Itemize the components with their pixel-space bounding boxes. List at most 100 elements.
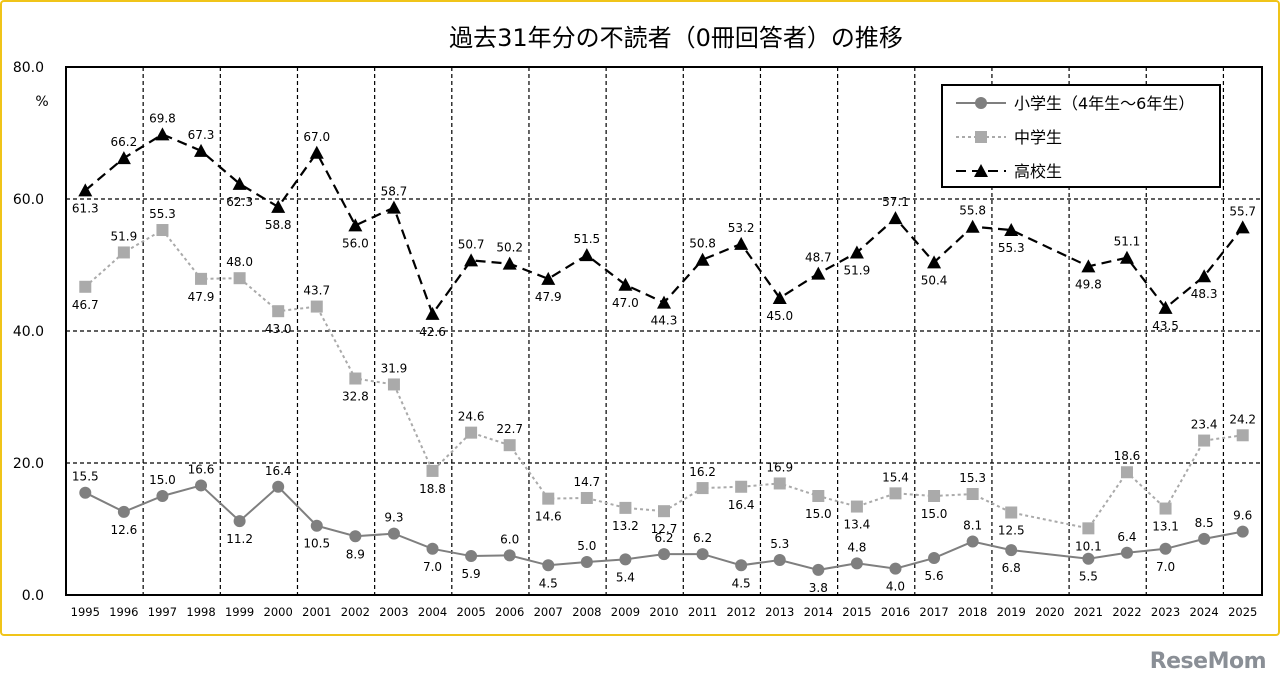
- data-label: 45.0: [766, 309, 793, 323]
- data-label: 55.3: [149, 207, 176, 221]
- x-tick-label: 2019: [997, 605, 1026, 619]
- data-label: 24.6: [458, 410, 485, 424]
- data-point: [1081, 259, 1096, 273]
- data-label: 16.9: [766, 460, 793, 474]
- data-point: [734, 236, 749, 250]
- data-label: 43.5: [1152, 319, 1179, 333]
- data-label: 16.6: [188, 462, 215, 476]
- data-point: [850, 557, 863, 570]
- series-square: [79, 224, 1249, 535]
- data-point: [348, 218, 363, 232]
- series-line: [84, 484, 1243, 571]
- data-point: [349, 530, 362, 543]
- series-triangle: [78, 127, 1250, 320]
- data-label: 5.0: [577, 539, 596, 553]
- data-point: [812, 490, 825, 502]
- legend-label: 小学生（4年生～6年生）: [1014, 94, 1194, 113]
- data-point: [310, 300, 323, 313]
- x-tick-label: 2014: [804, 605, 833, 619]
- x-tick-label: 2012: [727, 605, 756, 619]
- data-point: [503, 549, 516, 562]
- data-label: 14.6: [535, 510, 562, 524]
- data-label: 42.6: [419, 325, 446, 339]
- data-point: [309, 145, 324, 159]
- x-axis-ticks: 1995 1996 1997 1998 1999 2000 2001 2002 2003 2004…: [71, 605, 1258, 619]
- data-point: [79, 280, 92, 293]
- data-point: [387, 378, 400, 391]
- data-label: 67.0: [303, 130, 330, 144]
- data-point: [272, 480, 285, 493]
- data-point: [1197, 269, 1212, 283]
- x-tick-label: 2000: [264, 605, 293, 619]
- data-point: [156, 224, 169, 237]
- data-point: [888, 211, 903, 225]
- data-point: [657, 295, 671, 309]
- data-label: 5.4: [616, 570, 635, 584]
- data-point: [1120, 466, 1133, 479]
- data-label: 47.0: [612, 296, 639, 310]
- data-label: 51.5: [573, 232, 600, 246]
- x-tick-label: 1999: [225, 605, 254, 619]
- data-label: 48.7: [805, 251, 832, 265]
- data-point: [541, 271, 556, 285]
- x-tick-label: 2003: [379, 605, 408, 619]
- data-label: 66.2: [111, 135, 138, 149]
- data-label: 10.5: [303, 537, 330, 551]
- legend-marker: [974, 164, 988, 177]
- chart-frame: [0, 0, 1280, 636]
- x-tick-label: 1996: [109, 605, 138, 619]
- data-label: 13.4: [844, 518, 871, 532]
- x-tick-label: 2015: [842, 605, 871, 619]
- data-label: 6.8: [1002, 561, 1021, 575]
- data-label: 31.9: [381, 361, 408, 375]
- data-point: [773, 554, 786, 567]
- data-label: 5.5: [1079, 570, 1098, 584]
- data-label: 15.3: [959, 471, 986, 485]
- data-label: 4.5: [732, 576, 751, 590]
- data-label: 10.1: [1075, 539, 1102, 553]
- data-point: [78, 183, 93, 197]
- data-point: [1082, 552, 1095, 565]
- data-point: [349, 372, 362, 385]
- data-point: [79, 486, 92, 499]
- data-label: 24.2: [1229, 412, 1256, 426]
- data-point: [1004, 223, 1019, 237]
- data-label: 55.8: [959, 204, 986, 218]
- data-label: 61.3: [72, 201, 99, 215]
- data-point: [966, 535, 979, 548]
- x-tick-label: 2025: [1228, 605, 1257, 619]
- data-point: [425, 306, 440, 320]
- data-point: [1198, 532, 1211, 545]
- data-label: 15.0: [921, 507, 948, 521]
- x-tick-label: 2009: [611, 605, 640, 619]
- x-tick-label: 2022: [1112, 605, 1141, 619]
- data-point: [155, 127, 170, 141]
- x-tick-label: 2024: [1189, 605, 1218, 619]
- data-label: 43.7: [303, 284, 330, 298]
- data-label: 6.2: [654, 531, 673, 545]
- data-point: [579, 248, 594, 262]
- data-label: 8.5: [1195, 516, 1214, 530]
- data-point: [619, 501, 632, 514]
- legend-marker: [975, 131, 987, 143]
- data-label: 16.4: [265, 464, 292, 478]
- data-label: 7.0: [1156, 560, 1175, 574]
- data-point: [387, 527, 400, 540]
- y-tick-label: 20.0: [13, 456, 44, 472]
- data-point: [772, 291, 787, 304]
- x-tick-label: 1995: [71, 605, 100, 619]
- x-tick-label: 2017: [919, 605, 948, 619]
- x-tick-label: 2004: [418, 605, 447, 619]
- data-label: 23.4: [1191, 418, 1218, 432]
- x-tick-label: 2005: [456, 605, 485, 619]
- brand-logo[interactable]: ReseMom: [1149, 649, 1267, 674]
- x-tick-label: 2001: [302, 605, 331, 619]
- x-tick-label: 2021: [1074, 605, 1103, 619]
- x-tick-label: 1998: [186, 605, 215, 619]
- x-tick-label: 2020: [1035, 605, 1064, 619]
- legend-label: 高校生: [1014, 162, 1062, 181]
- data-label: 18.6: [1114, 449, 1141, 463]
- x-tick-label: 1997: [148, 605, 177, 619]
- data-point: [233, 515, 246, 528]
- data-label: 50.8: [689, 237, 716, 251]
